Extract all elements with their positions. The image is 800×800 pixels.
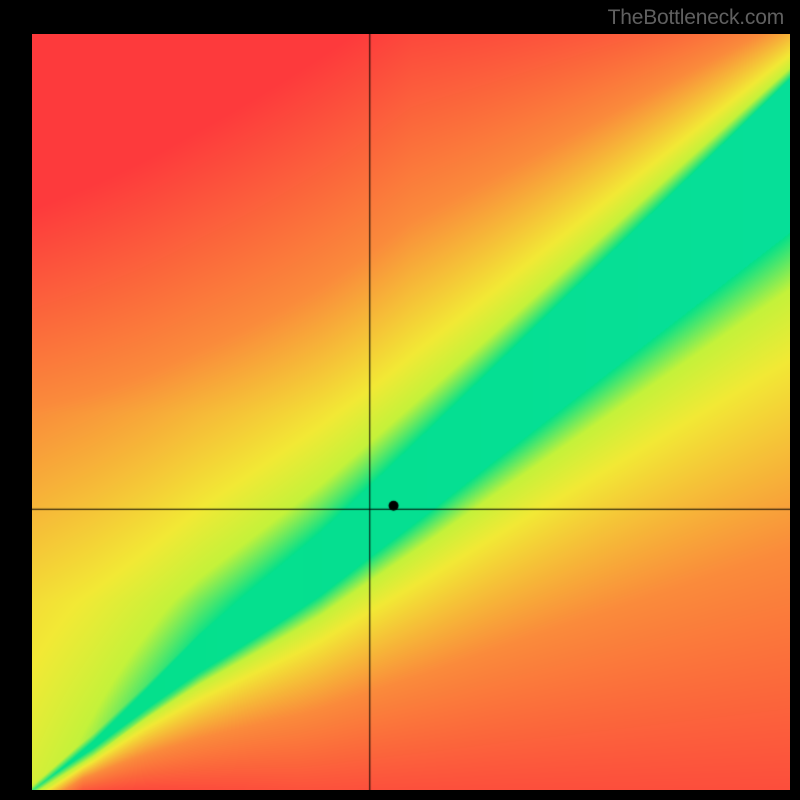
heatmap-canvas xyxy=(32,34,790,790)
chart-container: TheBottleneck.com xyxy=(0,0,800,800)
watermark-text: TheBottleneck.com xyxy=(608,6,784,30)
